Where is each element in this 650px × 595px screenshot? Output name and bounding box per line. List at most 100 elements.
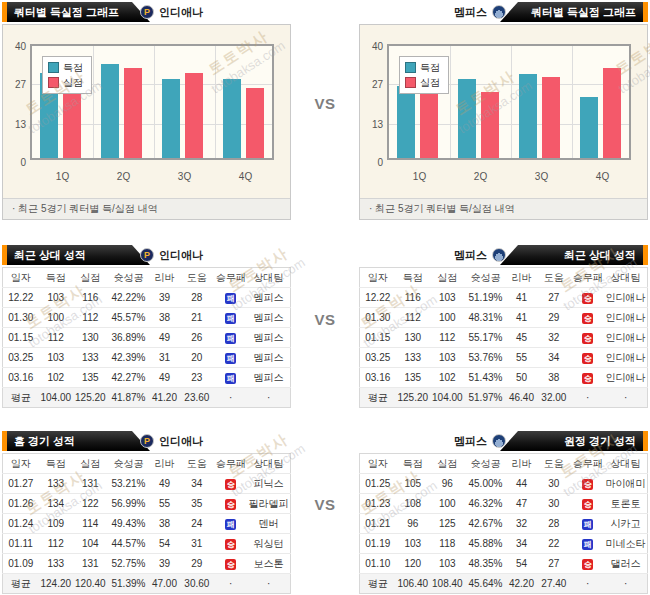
right-team[interactable]: 멤피스 xyxy=(454,2,506,22)
column-header: 슛성공 xyxy=(465,268,507,288)
table-row: 01.2613412256.99%5535승필라델피 xyxy=(3,494,291,514)
gridline xyxy=(572,46,573,158)
win-badge: 승 xyxy=(582,333,593,344)
data-cell: 31 xyxy=(180,534,215,554)
data-cell: 03.25 xyxy=(360,348,396,368)
table-row: 01.1513011255.17%4532승인디애나 xyxy=(360,328,648,348)
left-home-title: 홈 경기 성적 xyxy=(14,435,75,447)
data-cell: 23 xyxy=(180,368,215,388)
x-axis-label: 4Q xyxy=(215,171,276,182)
average-cell: 46.40 xyxy=(506,388,536,408)
table-row: 01.1511213036.89%4926패멤피스 xyxy=(3,328,291,348)
left-home-table: 일자득점실점슛성공리바도움승무패상대팀01.2713313153.21%4934… xyxy=(2,453,291,594)
data-cell: 28 xyxy=(537,514,572,534)
table-row: 01.0913313152.75%3929승보스톤 xyxy=(3,554,291,574)
data-cell: 44.57% xyxy=(108,534,150,554)
data-cell: 01.11 xyxy=(3,534,39,554)
right-team-name: 멤피스 xyxy=(454,248,487,263)
data-cell: 133 xyxy=(39,474,74,494)
실점-bar-2Q xyxy=(481,92,499,158)
average-cell: 27.40 xyxy=(537,574,572,594)
right-recent-header: 최근 상대 성적 멤피스 xyxy=(359,245,648,265)
data-cell: 42.67% xyxy=(465,514,507,534)
average-row: 평균106.40108.4045.64%42.2027.40·· xyxy=(360,574,648,594)
win-badge: 승 xyxy=(582,293,593,304)
average-cell: 41.87% xyxy=(108,388,150,408)
data-cell: 96 xyxy=(396,514,431,534)
data-cell: 48.31% xyxy=(465,308,507,328)
column-header: 득점 xyxy=(396,268,431,288)
data-cell: 댈러스 xyxy=(604,554,647,574)
data-cell: 46.32% xyxy=(465,494,507,514)
right-team[interactable]: 멤피스 xyxy=(454,245,506,265)
data-cell: 01.27 xyxy=(3,474,39,494)
data-cell: 39 xyxy=(149,288,179,308)
data-cell: 135 xyxy=(73,368,108,388)
data-cell: 125 xyxy=(430,514,465,534)
data-cell: 29 xyxy=(537,308,572,328)
average-cell: · xyxy=(571,388,604,408)
data-cell: 워싱턴 xyxy=(247,534,290,554)
data-cell: 45.00% xyxy=(465,474,507,494)
y-axis-label: 27 xyxy=(361,78,383,89)
left-home-panel: 홈 경기 성적 P 인디애나 일자득점실점슛성공리바도움승무패상대팀01.271… xyxy=(2,431,291,594)
stats-table: 일자득점실점슛성공리바도움승무패상대팀12.2211610351.19%4127… xyxy=(359,267,648,408)
data-cell: 55 xyxy=(149,494,179,514)
실점-bar-3Q xyxy=(542,77,560,158)
data-cell: 01.25 xyxy=(360,474,396,494)
data-cell: 112 xyxy=(39,534,74,554)
실점-bar-2Q xyxy=(124,68,142,158)
right-quarter-chart: 득점실점01327401Q2Q3Q4Q· 최근 5경기 쿼터별 득/실점 내역 xyxy=(359,24,648,220)
memphis-grizzlies-logo-icon xyxy=(492,434,506,448)
average-cell: 51.39% xyxy=(108,574,150,594)
left-recent-panel: 최근 상대 성적 P 인디애나 일자득점실점슛성공리바도움승무패상대팀12.22… xyxy=(2,245,291,408)
column-header: 실점 xyxy=(430,268,465,288)
data-cell: 덴버 xyxy=(247,514,290,534)
data-cell: 32 xyxy=(537,328,572,348)
result-cell: 승 xyxy=(571,288,604,308)
loss-badge: 패 xyxy=(225,353,236,364)
stats-table: 일자득점실점슛성공리바도움승무패상대팀01.2713313153.21%4934… xyxy=(2,453,291,594)
data-cell: 112 xyxy=(73,308,108,328)
result-cell: 패 xyxy=(214,308,247,328)
data-cell: 103 xyxy=(396,534,431,554)
average-cell: 104.00 xyxy=(39,388,74,408)
result-cell: 승 xyxy=(571,368,604,388)
data-cell: 130 xyxy=(396,328,431,348)
average-cell: 47.00 xyxy=(149,574,179,594)
data-cell: 48.35% xyxy=(465,554,507,574)
data-cell: 49 xyxy=(149,474,179,494)
data-cell: 필라델피 xyxy=(247,494,290,514)
ribbon-accent xyxy=(2,245,7,265)
left-team[interactable]: P 인디애나 xyxy=(140,431,203,451)
right-recent-ribbon: 최근 상대 성적 xyxy=(500,245,648,265)
average-cell: 30.60 xyxy=(180,574,215,594)
table-row: 01.3011210048.31%4129승인디애나 xyxy=(360,308,648,328)
득점-bar-2Q xyxy=(458,79,476,158)
data-cell: 102 xyxy=(430,368,465,388)
data-cell: 27 xyxy=(537,554,572,574)
data-cell: 01.26 xyxy=(3,494,39,514)
data-cell: 27 xyxy=(537,288,572,308)
win-badge: 승 xyxy=(225,479,236,490)
average-cell: 108.40 xyxy=(430,574,465,594)
column-header: 상대팀 xyxy=(604,268,647,288)
win-badge: 승 xyxy=(225,499,236,510)
data-cell: 01.30 xyxy=(360,308,396,328)
x-axis-label: 1Q xyxy=(32,171,93,182)
result-cell: 승 xyxy=(571,494,604,514)
data-cell: 112 xyxy=(39,328,74,348)
result-cell: 승 xyxy=(214,494,247,514)
left-team[interactable]: P 인디애나 xyxy=(140,2,203,22)
data-cell: 53.76% xyxy=(465,348,507,368)
left-chart-title: 쿼터별 득실점 그래프 xyxy=(14,6,119,18)
average-cell: · xyxy=(604,388,647,408)
average-cell: · xyxy=(247,574,290,594)
column-header: 득점 xyxy=(39,454,74,474)
average-cell: 평균 xyxy=(3,574,39,594)
column-header: 실점 xyxy=(73,454,108,474)
win-badge: 승 xyxy=(582,479,593,490)
left-team[interactable]: P 인디애나 xyxy=(140,245,203,265)
right-team[interactable]: 멤피스 xyxy=(454,431,506,451)
win-badge: 승 xyxy=(225,559,236,570)
